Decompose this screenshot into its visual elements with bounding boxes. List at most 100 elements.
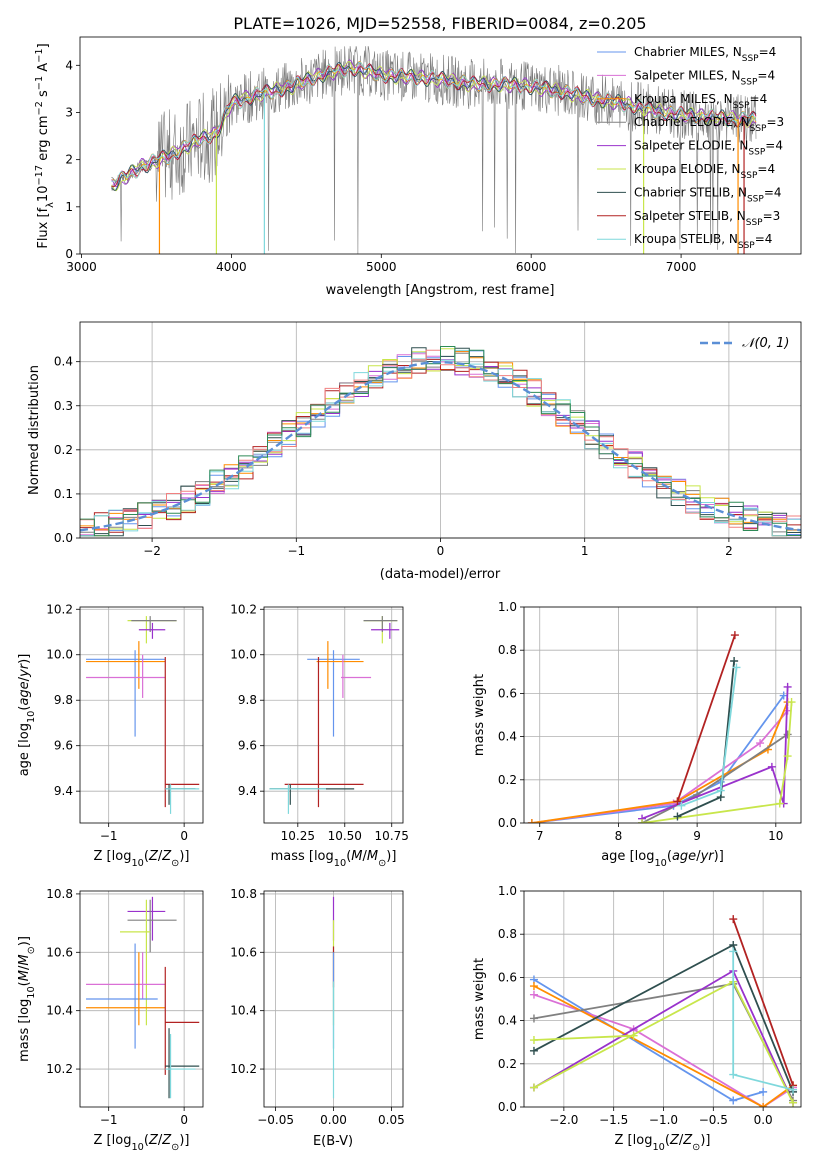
y-tick-label: 10.6 bbox=[46, 945, 73, 959]
legend: 𝒩(0, 1) bbox=[700, 336, 789, 351]
x-tick-label: 3000 bbox=[66, 260, 97, 274]
axis-ticks: −2.0 −1.5 −1.0 −0.5 0.0 0.0 0.2 0.4 0.6 0.8 1.0 bbox=[498, 884, 801, 1127]
y-tick-label: 9.4 bbox=[54, 784, 73, 798]
y-axis-label: Normed distribution bbox=[27, 365, 42, 495]
errorbar-point bbox=[86, 952, 166, 1026]
x-tick-label: 0.05 bbox=[378, 1113, 405, 1127]
series-line bbox=[732, 918, 794, 1086]
data-point bbox=[759, 1087, 768, 1096]
model-spectrum bbox=[111, 61, 757, 192]
figure-title: PLATE=1026, MJD=52558, FIBERID=0084, z=0… bbox=[233, 14, 646, 33]
y-tick-label: 0.0 bbox=[498, 816, 517, 830]
x-tick-label: 0.0 bbox=[754, 1113, 773, 1127]
x-tick-label: −2 bbox=[143, 544, 161, 558]
panel-weight-vs-age: 7 8 9 10 0.0 0.2 0.4 0.6 0.8 1.0 age [log10(age/yr… bbox=[472, 600, 802, 869]
y-tick-label: 4 bbox=[65, 58, 73, 72]
model-spectrum bbox=[111, 61, 757, 191]
x-tick-label: 9 bbox=[693, 829, 701, 843]
series-line bbox=[533, 985, 794, 1107]
model-spectrum bbox=[111, 61, 757, 182]
data-point bbox=[529, 982, 538, 991]
y-axis-label: Flux [fλ10−17 erg cm−2 s−1 A−1] bbox=[34, 43, 56, 248]
data-point bbox=[775, 799, 784, 808]
legend-entry: Chabrier STELIB, NSSP=4 bbox=[634, 185, 782, 204]
axes-frame bbox=[79, 36, 802, 255]
data-point bbox=[729, 1070, 738, 1079]
series-line bbox=[531, 710, 789, 823]
axes-frame bbox=[263, 606, 404, 824]
y-tick-label: 1.0 bbox=[498, 884, 517, 898]
data-point bbox=[756, 739, 765, 748]
y-tick-label: 0.3 bbox=[54, 399, 73, 413]
weight-series bbox=[673, 631, 739, 806]
errorbar-point bbox=[86, 641, 166, 689]
x-tick-label: 0 bbox=[437, 544, 445, 558]
data-point bbox=[732, 663, 741, 672]
y-tick-label: 9.4 bbox=[238, 784, 257, 798]
x-tick-label: −1 bbox=[100, 1113, 118, 1127]
x-tick-label: 5000 bbox=[366, 260, 397, 274]
x-axis-label: mass [log10(M/M⊙)] bbox=[271, 849, 397, 869]
y-tick-label: 10.0 bbox=[46, 648, 73, 662]
legend-entry: Salpeter STELIB, NSSP=3 bbox=[634, 209, 780, 228]
axes-frame bbox=[79, 890, 204, 1108]
data-point bbox=[529, 1014, 538, 1023]
legend-entry: Salpeter MILES, NSSP=4 bbox=[634, 68, 775, 87]
data-point bbox=[783, 730, 792, 739]
legend-entry: Salpeter ELODIE, NSSP=4 bbox=[634, 139, 783, 158]
y-tick-label: 10.4 bbox=[46, 1004, 73, 1018]
errorbar-point bbox=[127, 899, 177, 953]
data-point bbox=[629, 1031, 638, 1040]
weight-series bbox=[529, 941, 798, 1096]
panel-mass-vs-Z: −1 0 10.2 10.4 10.6 10.8 Z [log10(Z/Z⊙)] mass [… bbox=[17, 887, 204, 1153]
data-point bbox=[730, 657, 739, 665]
x-tick-label: 10.25 bbox=[281, 829, 315, 843]
weight-series bbox=[527, 706, 792, 823]
data-point bbox=[529, 1083, 538, 1092]
axes-frame bbox=[79, 321, 802, 539]
errorbar-point bbox=[138, 622, 166, 639]
legend-entry: Kroupa ELODIE, NSSP=4 bbox=[634, 162, 775, 181]
legend: Chabrier MILES, NSSP=4 Salpeter MILES, NS… bbox=[597, 45, 784, 251]
errorbar-point bbox=[86, 654, 166, 698]
x-tick-label: −2.0 bbox=[549, 1113, 578, 1127]
x-axis-label: Z [log10(Z/Z⊙)] bbox=[615, 1133, 711, 1153]
y-tick-label: 0.2 bbox=[498, 1057, 517, 1071]
errorbar-point bbox=[165, 784, 196, 805]
y-tick-label: 0.0 bbox=[498, 1100, 517, 1114]
y-tick-label: 0.2 bbox=[498, 773, 517, 787]
x-axis-label: Z [log10(Z/Z⊙)] bbox=[94, 1133, 190, 1153]
data-point bbox=[783, 752, 792, 761]
errorbar-point bbox=[86, 952, 166, 999]
x-axis-label: age [log10(age/yr)] bbox=[601, 849, 724, 869]
y-tick-label: 0.1 bbox=[54, 487, 73, 501]
axis-ticks: −0.05 0.00 0.05 10.2 10.4 10.6 10.8 bbox=[230, 887, 404, 1127]
x-axis-label: E(B-V) bbox=[313, 1134, 353, 1149]
x-tick-label: 8 bbox=[615, 829, 623, 843]
y-tick-label: 10.2 bbox=[46, 602, 73, 616]
plot-area bbox=[529, 915, 798, 1107]
x-tick-label: 6000 bbox=[516, 260, 547, 274]
x-tick-label: −0.05 bbox=[257, 1113, 294, 1127]
legend-entry: Chabrier MILES, NSSP=4 bbox=[634, 45, 776, 64]
data-point bbox=[673, 812, 682, 821]
errorbar-point bbox=[284, 657, 364, 808]
axis-ticks: −1 0 9.4 9.6 9.8 10.0 10.2 bbox=[46, 602, 203, 843]
data-point bbox=[638, 819, 647, 823]
x-tick-label: 0.00 bbox=[320, 1113, 347, 1127]
panel-mass-vs-ebv: −0.05 0.00 0.05 10.2 10.4 10.6 10.8 E(B-V) bbox=[230, 887, 404, 1149]
y-tick-label: 3 bbox=[65, 105, 73, 119]
errorbar-point bbox=[269, 784, 355, 805]
histogram-step bbox=[80, 346, 801, 537]
plot-area bbox=[111, 46, 757, 254]
data-point bbox=[783, 682, 792, 691]
series-line bbox=[676, 634, 736, 802]
legend-entry: Kroupa MILES, NSSP=4 bbox=[634, 92, 767, 111]
axes-frame bbox=[79, 606, 204, 824]
y-tick-label: 10.6 bbox=[230, 945, 257, 959]
model-spectrum bbox=[111, 63, 757, 188]
data-point bbox=[677, 801, 686, 810]
x-tick-label: −1.5 bbox=[599, 1113, 628, 1127]
panel-residuals: −2 −1 0 1 2 0.0 0.1 0.2 0.3 0.4 𝒩(0, 1) (data-model… bbox=[27, 321, 802, 582]
y-tick-label: 0.8 bbox=[498, 927, 517, 941]
